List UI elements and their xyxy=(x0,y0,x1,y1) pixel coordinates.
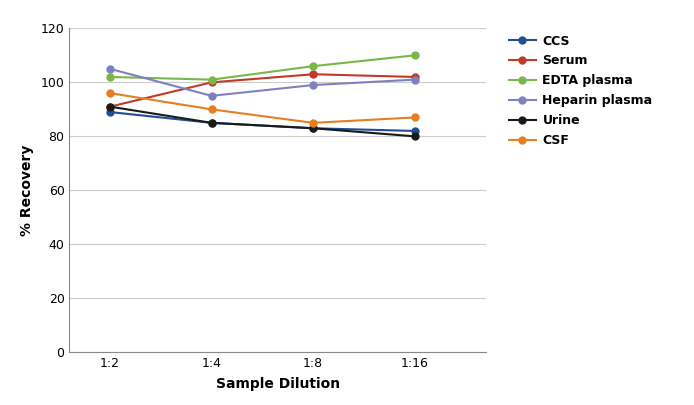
EDTA plasma xyxy=(309,64,317,68)
EDTA plasma xyxy=(411,53,419,58)
Serum xyxy=(106,104,115,109)
CCS xyxy=(208,120,216,125)
CSF xyxy=(309,120,317,125)
Legend: CCS, Serum, EDTA plasma, Heparin plasma, Urine, CSF: CCS, Serum, EDTA plasma, Heparin plasma,… xyxy=(509,34,652,147)
Line: Serum: Serum xyxy=(107,71,418,110)
Line: CSF: CSF xyxy=(107,90,418,126)
Heparin plasma xyxy=(411,77,419,82)
Heparin plasma xyxy=(208,94,216,98)
CSF xyxy=(208,107,216,112)
CCS xyxy=(106,110,115,115)
Serum xyxy=(309,72,317,77)
Heparin plasma xyxy=(106,66,115,71)
Urine xyxy=(106,104,115,109)
CCS xyxy=(309,126,317,131)
EDTA plasma xyxy=(106,75,115,79)
Serum xyxy=(411,75,419,79)
Serum xyxy=(208,80,216,85)
Line: Urine: Urine xyxy=(107,103,418,140)
Heparin plasma xyxy=(309,83,317,87)
CSF xyxy=(106,91,115,96)
X-axis label: Sample Dilution: Sample Dilution xyxy=(216,377,339,391)
Urine xyxy=(411,134,419,139)
Line: Heparin plasma: Heparin plasma xyxy=(107,65,418,99)
EDTA plasma xyxy=(208,77,216,82)
Y-axis label: % Recovery: % Recovery xyxy=(19,145,34,236)
Line: CCS: CCS xyxy=(107,109,418,134)
CSF xyxy=(411,115,419,120)
Line: EDTA plasma: EDTA plasma xyxy=(107,52,418,83)
Urine xyxy=(208,120,216,125)
CCS xyxy=(411,128,419,133)
Urine xyxy=(309,126,317,131)
